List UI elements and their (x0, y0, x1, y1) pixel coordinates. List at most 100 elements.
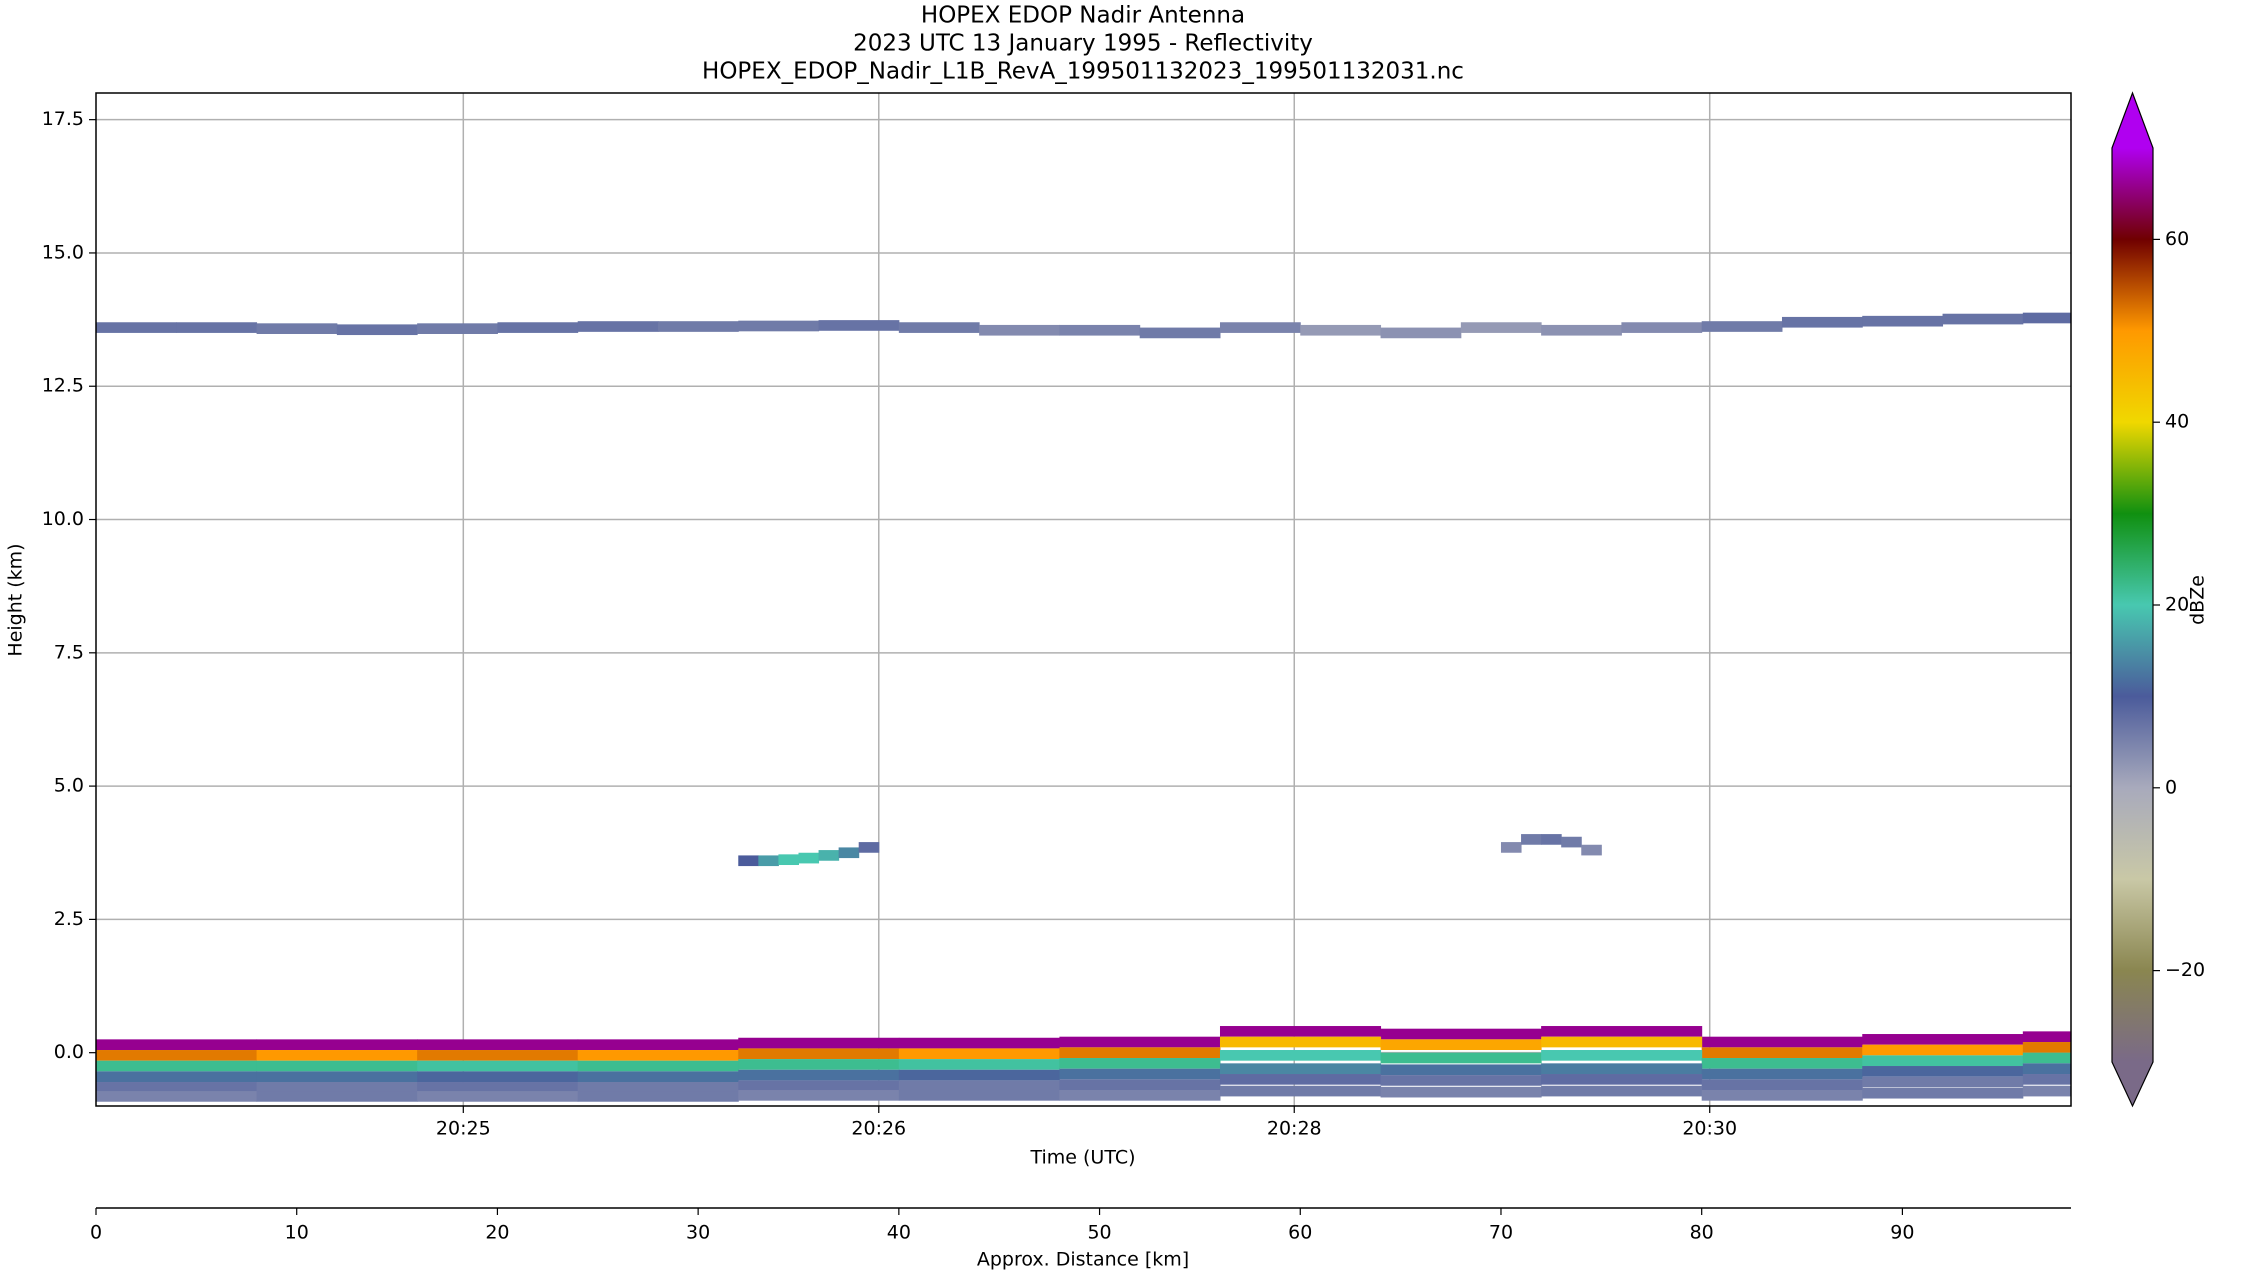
y-tick-label: 15.0 (42, 241, 84, 263)
y-tick-label: 0.0 (54, 1041, 84, 1063)
reflectivity-cell (1541, 1036, 1703, 1048)
reflectivity-cell (838, 847, 860, 859)
reflectivity-cell (1862, 1034, 2024, 1045)
reflectivity-cell (1781, 316, 1863, 328)
x2-tick-label: 60 (1288, 1222, 1312, 1244)
reflectivity-cell (1541, 1050, 1703, 1061)
y-tick-label: 7.5 (54, 641, 84, 663)
reflectivity-cell (256, 1082, 418, 1093)
reflectivity-cell (577, 1050, 739, 1061)
y-tick-label: 2.5 (54, 908, 84, 930)
reflectivity-cell (1380, 1052, 1542, 1064)
x-tick-label: 20:26 (851, 1118, 906, 1140)
reflectivity-cell (1219, 1050, 1382, 1061)
reflectivity-cell (1561, 836, 1582, 848)
reflectivity-cell (1862, 1076, 2024, 1088)
colorbar-tick-label: 20 (2165, 594, 2189, 616)
reflectivity-cell (1059, 1079, 1221, 1091)
reflectivity-cell (256, 1060, 418, 1072)
colorbar-tick-label: 40 (2165, 411, 2189, 433)
x2-tick-label: 0 (90, 1222, 102, 1244)
reflectivity-cell (1219, 1026, 1382, 1037)
reflectivity-cell (1701, 1090, 1863, 1101)
reflectivity-cell (96, 322, 177, 333)
reflectivity-cell (818, 850, 840, 861)
reflectivity-cell (1219, 1063, 1382, 1075)
reflectivity-cell (1942, 313, 2024, 325)
reflectivity-cell (577, 1071, 739, 1083)
reflectivity-cell (577, 1091, 739, 1102)
reflectivity-cell (1581, 844, 1602, 856)
reflectivity-cell (417, 1060, 579, 1072)
reflectivity-cell (96, 1082, 258, 1093)
reflectivity-cell (798, 852, 820, 864)
reflectivity-cell (1219, 1036, 1382, 1048)
x2-tick-label: 10 (285, 1222, 309, 1244)
reflectivity-cell (1380, 1039, 1542, 1051)
x2-tick-label: 40 (887, 1222, 911, 1244)
reflectivity-cell (1701, 321, 1783, 332)
reflectivity-cell (738, 1080, 900, 1092)
y-tick-label: 10.0 (42, 508, 84, 530)
reflectivity-cell (778, 854, 799, 866)
chart-subtitle: 2023 UTC 13 January 1995 - Reflectivity (853, 31, 1313, 57)
reflectivity-cell (2022, 1085, 2071, 1097)
colorbar-extend-min (2112, 1062, 2153, 1106)
colorbar (2112, 148, 2153, 1062)
reflectivity-cell (2022, 1052, 2071, 1064)
x2-tick-label: 50 (1087, 1222, 1111, 1244)
reflectivity-cell (1862, 1055, 2024, 1067)
reflectivity-cell (1541, 1085, 1703, 1097)
reflectivity-cell (1862, 315, 1944, 327)
reflectivity-cell (1701, 1068, 1863, 1080)
reflectivity-cell (577, 1039, 739, 1051)
x-tick-label: 20:30 (1682, 1118, 1737, 1140)
reflectivity-cell (1300, 324, 1382, 336)
reflectivity-cell (96, 1060, 258, 1072)
reflectivity-cell (577, 321, 659, 332)
colorbar-tick-label: −20 (2165, 959, 2205, 981)
reflectivity-cell (898, 1090, 1060, 1101)
x2-tick-label: 90 (1890, 1222, 1914, 1244)
reflectivity-cell (1059, 1036, 1221, 1048)
reflectivity-cell (577, 1082, 739, 1093)
reflectivity-cell (738, 320, 820, 332)
reflectivity-cell (738, 855, 759, 867)
reflectivity-cell (1460, 322, 1542, 333)
reflectivity-cell (96, 1071, 258, 1083)
reflectivity-cell (1380, 1086, 1542, 1098)
reflectivity-cell (256, 1071, 418, 1083)
reflectivity-cell (1059, 324, 1141, 336)
reflectivity-cell (417, 323, 498, 334)
plot-frame (95, 92, 2072, 1107)
reflectivity-cell (1380, 1064, 1542, 1076)
x-tick-label: 20:28 (1267, 1118, 1322, 1140)
reflectivity-cell (1521, 834, 1542, 845)
reflectivity-cell (2022, 1042, 2071, 1053)
reflectivity-cell (898, 1048, 1060, 1060)
reflectivity-cell (417, 1091, 579, 1102)
x2-tick-label: 30 (686, 1222, 710, 1244)
reflectivity-cell (1219, 1074, 1382, 1085)
reflectivity-cell (417, 1039, 579, 1051)
reflectivity-cell (898, 1080, 1060, 1092)
reflectivity-cell (96, 1050, 258, 1061)
reflectivity-cell (1380, 327, 1462, 339)
reflectivity-cell (738, 1090, 900, 1101)
reflectivity-cell (1862, 1066, 2024, 1077)
y-tick-label: 12.5 (42, 375, 84, 397)
reflectivity-cell (898, 322, 980, 333)
reflectivity-cell (1541, 834, 1562, 845)
reflectivity-cell (1862, 1087, 2024, 1099)
x2-tick-label: 70 (1489, 1222, 1513, 1244)
colorbar-tick-label: 0 (2165, 776, 2177, 798)
reflectivity-cell (96, 1039, 258, 1051)
reflectivity-cell (898, 1059, 1060, 1070)
reflectivity-cell (1059, 1068, 1221, 1080)
reflectivity-cell (1862, 1044, 2024, 1056)
reflectivity-cell (2022, 312, 2071, 324)
x2-tick-label: 20 (485, 1222, 509, 1244)
reflectivity-cell (1541, 1063, 1703, 1075)
x-axis-label: Time (UTC) (1029, 1147, 1135, 1169)
